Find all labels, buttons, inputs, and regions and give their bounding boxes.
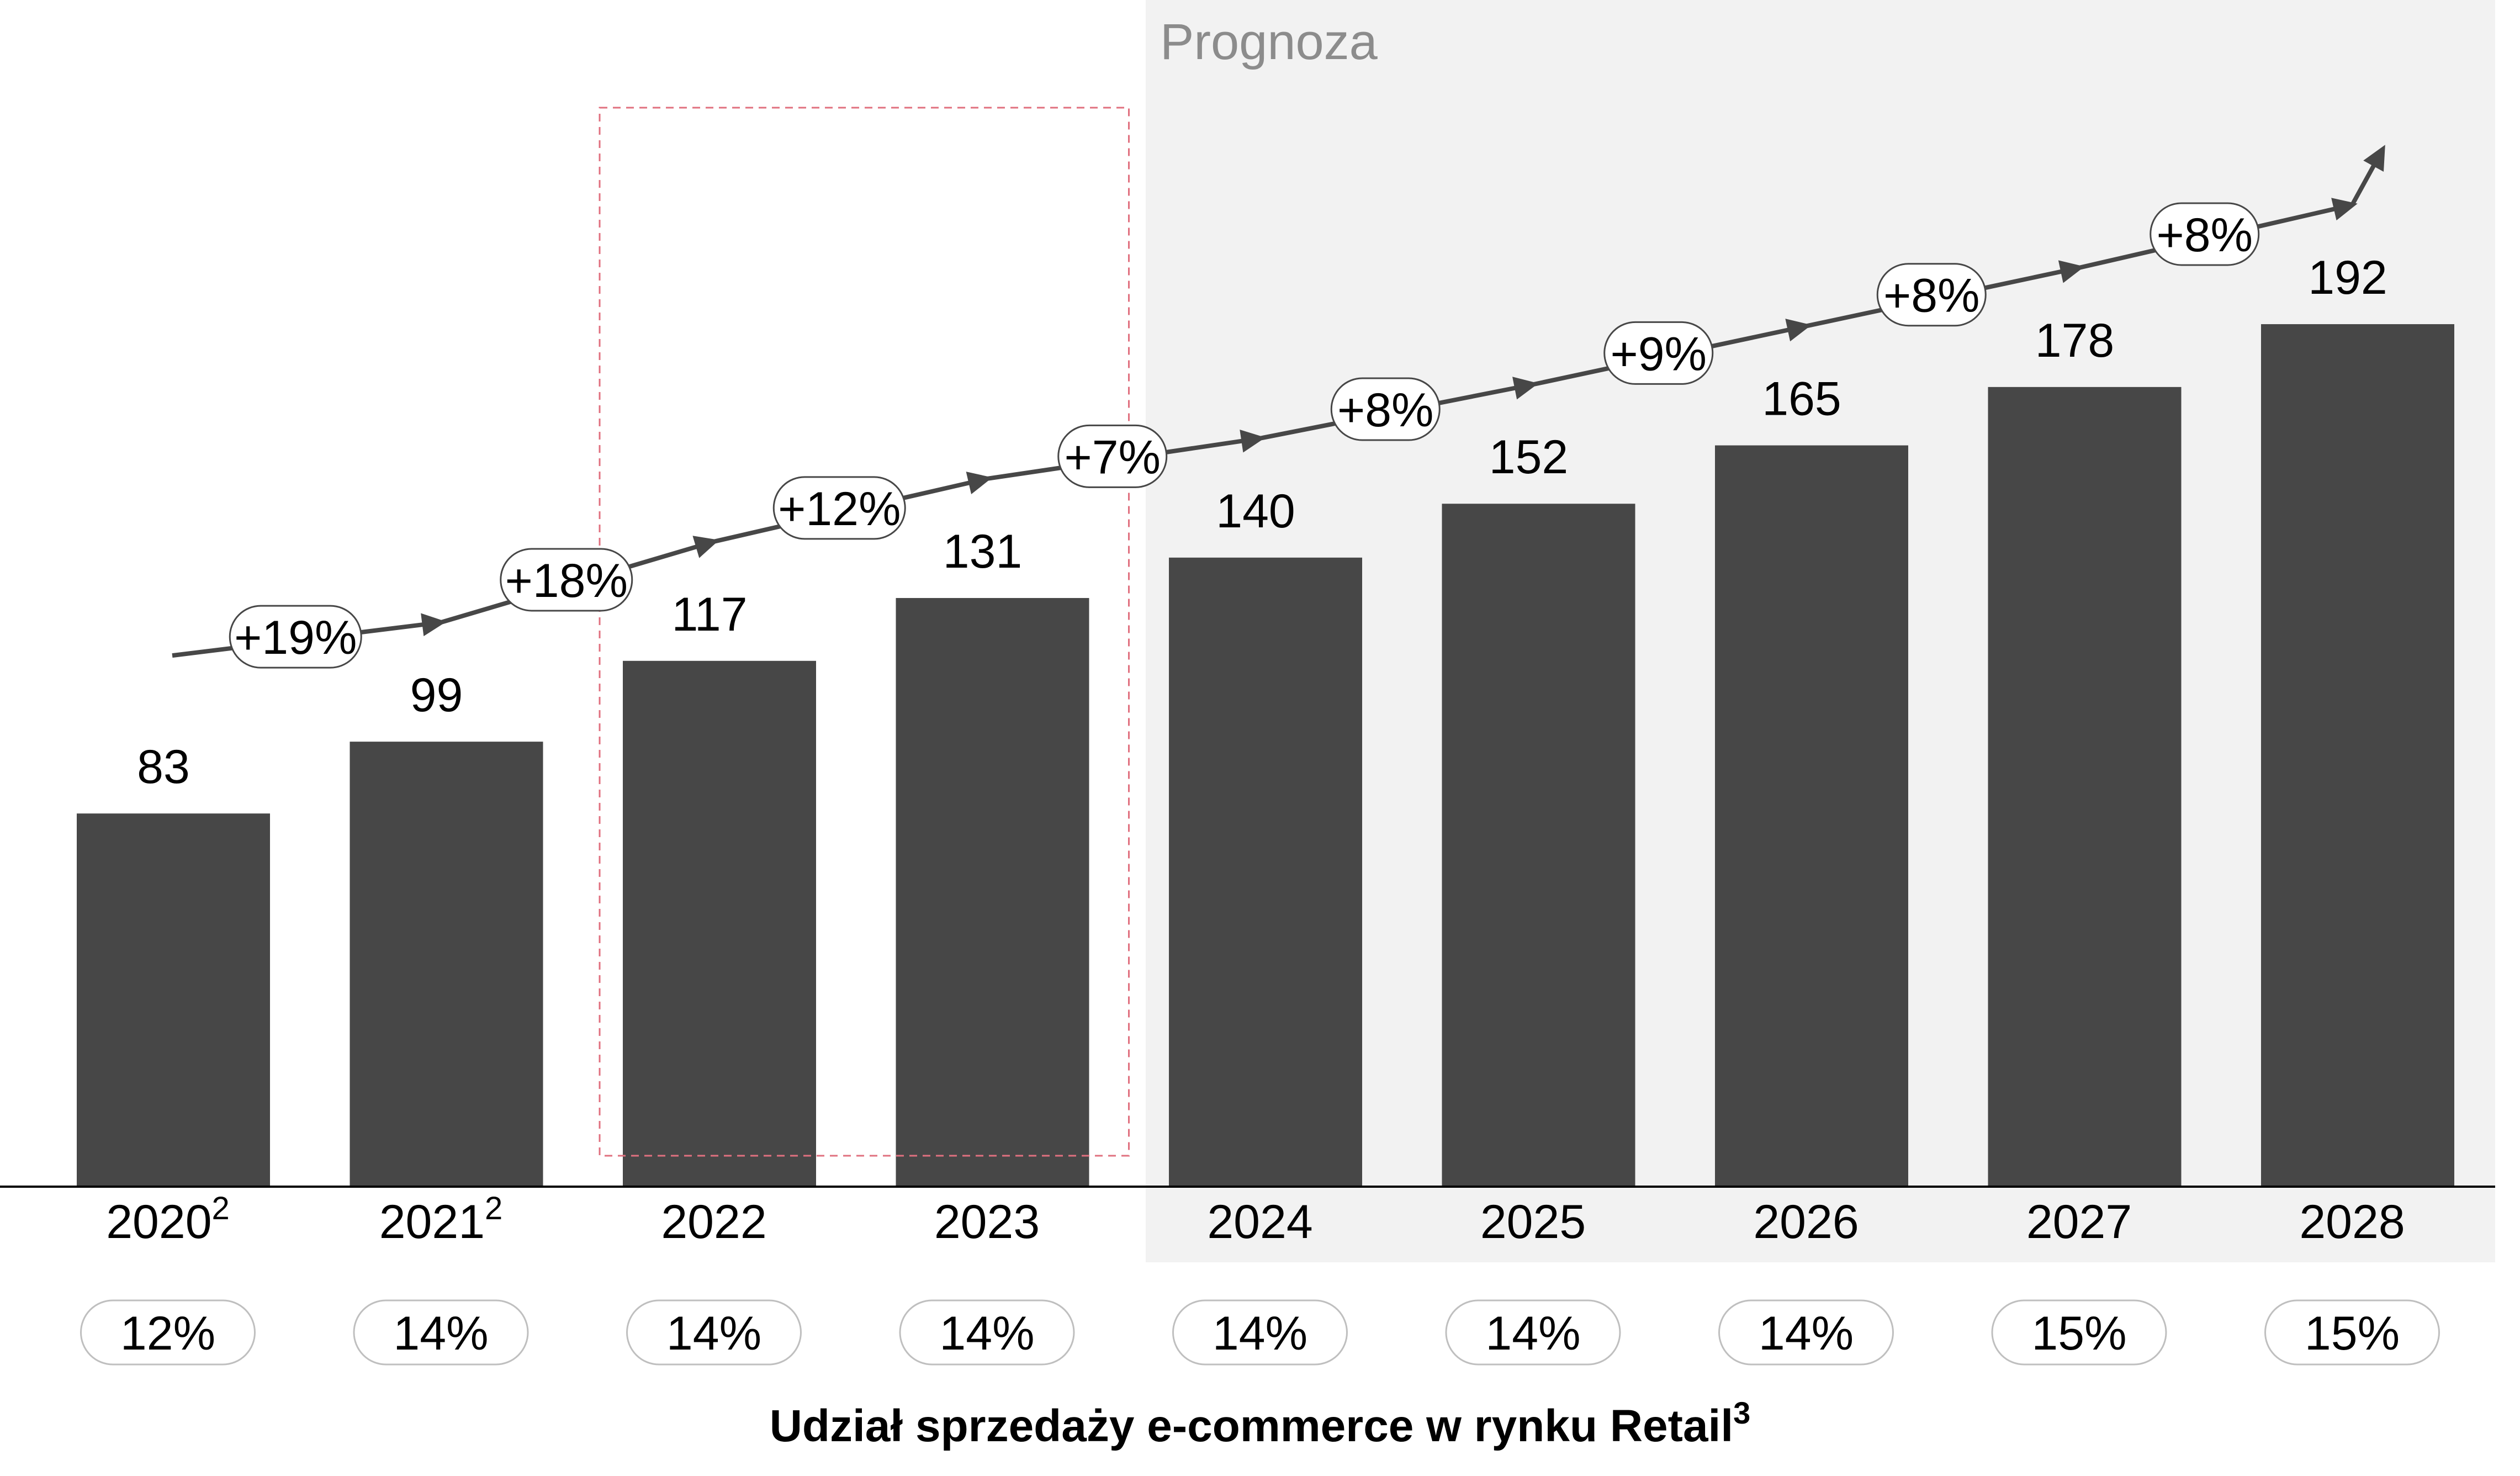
share-label-2023: 14% [939, 1307, 1034, 1360]
forecast-label: Prognoza [1160, 14, 1378, 70]
highlight-box [599, 107, 1130, 1157]
share-pill [899, 1299, 1075, 1366]
share-pill [353, 1299, 529, 1366]
growth-label: +8% [1883, 269, 1980, 322]
share-label-2025: 14% [1485, 1307, 1580, 1360]
category-label-2025: 2025 [1480, 1195, 1586, 1248]
share-label-2027: 15% [2031, 1307, 2126, 1360]
growth-label: +8% [2156, 209, 2253, 262]
bar-2023 [896, 597, 1089, 1186]
growth-pill [2150, 202, 2260, 266]
growth-label: +9% [1610, 327, 1707, 380]
value-label-2027: 178 [2035, 314, 2115, 367]
value-label-2024: 140 [1216, 485, 1295, 538]
share-label-2020: 12% [120, 1307, 215, 1360]
category-superscript: 2 [485, 1191, 502, 1226]
share-label-2021: 14% [393, 1307, 488, 1360]
share-label-2024: 14% [1213, 1307, 1307, 1360]
share-pill [2264, 1299, 2440, 1366]
share-pill [1445, 1299, 1621, 1366]
bar-2024 [1169, 557, 1362, 1186]
value-label-2022: 117 [671, 588, 747, 641]
category-label-2021: 20212 [379, 1191, 503, 1248]
bar-2020 [77, 813, 270, 1186]
growth-pill [1330, 377, 1441, 441]
growth-pill [229, 605, 362, 669]
category-label-2028: 2028 [2299, 1195, 2405, 1248]
share-pill [1991, 1299, 2167, 1366]
category-label-2026: 2026 [1753, 1195, 1859, 1248]
share-label-2026: 14% [1759, 1307, 1854, 1360]
bar-2027 [1988, 387, 2182, 1186]
share-pill [626, 1299, 802, 1366]
category-label-2027: 2027 [2026, 1195, 2132, 1248]
bar-2022 [623, 660, 816, 1186]
growth-pill [772, 476, 906, 540]
category-label-2024: 2024 [1207, 1195, 1312, 1248]
category-label-2020: 20202 [106, 1191, 230, 1248]
trend-segment [2350, 145, 2385, 206]
bar-2028 [2261, 324, 2454, 1186]
growth-pill [1876, 263, 1987, 327]
value-label-2028: 192 [2308, 251, 2387, 304]
share-title-superscript: 3 [1733, 1395, 1750, 1430]
growth-label: +8% [1337, 384, 1434, 437]
bar-2025 [1442, 504, 1635, 1186]
growth-label: +19% [234, 611, 357, 664]
bar-2021 [350, 742, 543, 1186]
growth-pill [500, 548, 633, 612]
category-label-2022: 2022 [661, 1195, 766, 1248]
value-label-2021: 99 [410, 669, 463, 722]
share-pill [1172, 1299, 1348, 1366]
category-label-2023: 2023 [934, 1195, 1040, 1248]
bar-2026 [1715, 445, 1908, 1186]
value-label-2023: 131 [943, 525, 1023, 578]
growth-pill [1603, 321, 1714, 385]
growth-label: +18% [505, 554, 628, 607]
value-label-2025: 152 [1489, 431, 1569, 484]
growth-label: +12% [778, 483, 901, 536]
category-superscript: 2 [212, 1191, 230, 1226]
value-label-2020: 83 [137, 740, 190, 793]
growth-label: +7% [1064, 431, 1161, 484]
value-label-2026: 165 [1762, 373, 1841, 426]
share-label-2028: 15% [2305, 1307, 2400, 1360]
share-pill [1718, 1299, 1894, 1366]
share-title: Udział sprzedaży e-commerce w rynku Reta… [770, 1395, 1751, 1451]
share-pill [80, 1299, 256, 1366]
share-label-2022: 14% [666, 1307, 761, 1360]
growth-pill [1057, 424, 1168, 488]
